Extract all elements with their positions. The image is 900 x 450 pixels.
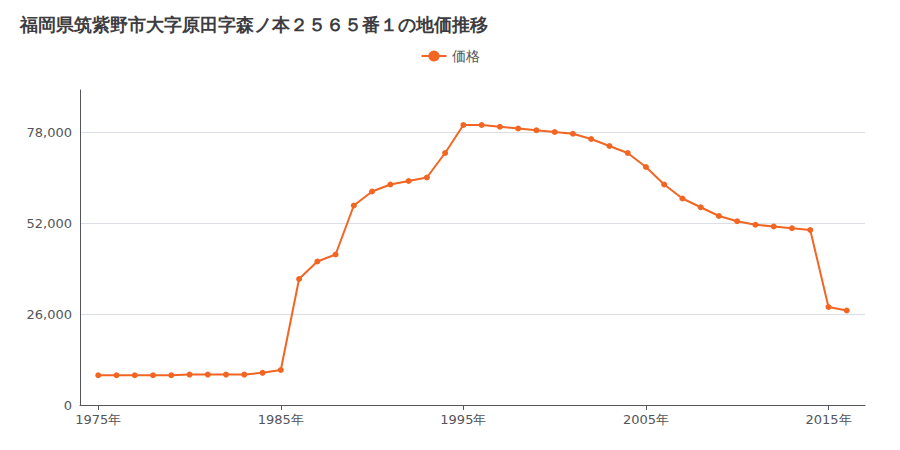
svg-text:52,000: 52,000 <box>27 216 73 231</box>
svg-text:価格: 価格 <box>452 48 480 64</box>
svg-text:2015年: 2015年 <box>805 412 851 427</box>
svg-text:2005年: 2005年 <box>623 412 669 427</box>
svg-text:1975年: 1975年 <box>75 412 121 427</box>
svg-text:1995年: 1995年 <box>440 412 486 427</box>
svg-text:0: 0 <box>64 398 72 413</box>
svg-text:福岡県筑紫野市大字原田字森ノ本２５６５番１の地価推移: 福岡県筑紫野市大字原田字森ノ本２５６５番１の地価推移 <box>19 14 488 35</box>
svg-text:78,000: 78,000 <box>27 125 73 140</box>
svg-text:1985年: 1985年 <box>258 412 304 427</box>
svg-text:26,000: 26,000 <box>27 307 73 322</box>
